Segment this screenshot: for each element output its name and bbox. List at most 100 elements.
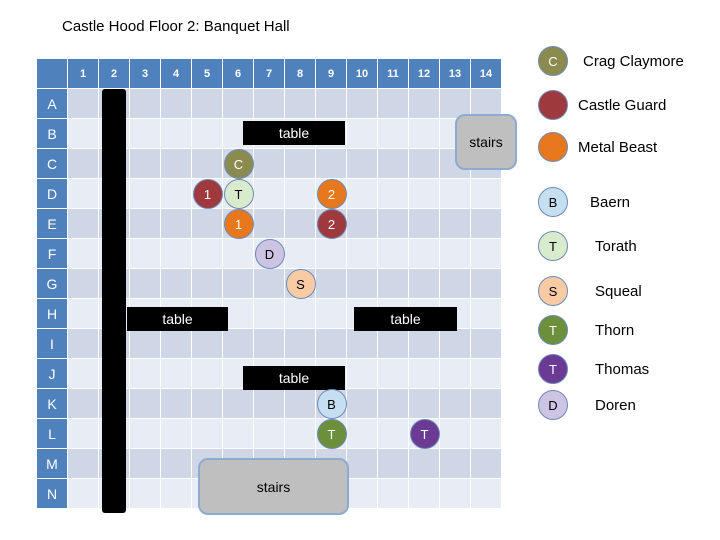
grid-cell[interactable]: [285, 299, 316, 329]
token-castle-guard-2[interactable]: 2: [316, 209, 347, 239]
grid-cell[interactable]: [347, 209, 378, 239]
grid-cell[interactable]: [130, 89, 161, 119]
grid-cell[interactable]: [68, 329, 99, 359]
grid-cell[interactable]: [440, 239, 471, 269]
grid-cell[interactable]: [223, 299, 254, 329]
grid-cell[interactable]: [223, 269, 254, 299]
grid-cell[interactable]: [316, 239, 347, 269]
grid-cell[interactable]: [68, 179, 99, 209]
grid-cell[interactable]: [223, 389, 254, 419]
grid-cell[interactable]: [316, 89, 347, 119]
grid-cell[interactable]: [130, 179, 161, 209]
grid-cell[interactable]: [254, 329, 285, 359]
grid-cell[interactable]: [68, 419, 99, 449]
grid-cell[interactable]: [378, 359, 409, 389]
grid-cell[interactable]: [223, 239, 254, 269]
grid-cell[interactable]: [285, 149, 316, 179]
grid-cell[interactable]: [130, 119, 161, 149]
grid-cell[interactable]: [409, 179, 440, 209]
grid-cell[interactable]: [378, 389, 409, 419]
grid-cell[interactable]: [68, 389, 99, 419]
grid-cell[interactable]: [378, 149, 409, 179]
table-bottom[interactable]: table: [243, 366, 345, 390]
grid-cell[interactable]: [130, 389, 161, 419]
grid-cell[interactable]: [471, 269, 502, 299]
grid-cell[interactable]: [347, 419, 378, 449]
grid-cell[interactable]: [409, 119, 440, 149]
grid-cell[interactable]: [378, 209, 409, 239]
grid-cell[interactable]: [347, 389, 378, 419]
grid-cell[interactable]: [192, 89, 223, 119]
grid-cell[interactable]: [440, 359, 471, 389]
grid-cell[interactable]: [161, 89, 192, 119]
grid-cell[interactable]: [409, 239, 440, 269]
grid-cell[interactable]: [192, 119, 223, 149]
grid-cell[interactable]: [161, 389, 192, 419]
grid-cell[interactable]: [409, 389, 440, 419]
grid-cell[interactable]: [409, 359, 440, 389]
token-metal-beast-2[interactable]: 2: [316, 179, 347, 209]
grid-cell[interactable]: [347, 479, 378, 509]
grid-cell[interactable]: [130, 209, 161, 239]
grid-cell[interactable]: [471, 239, 502, 269]
grid-cell[interactable]: [378, 479, 409, 509]
grid-cell[interactable]: [161, 179, 192, 209]
grid-cell[interactable]: [192, 329, 223, 359]
grid-cell[interactable]: [285, 179, 316, 209]
token-thorn[interactable]: T: [316, 419, 347, 449]
grid-cell[interactable]: [409, 209, 440, 239]
grid-cell[interactable]: [285, 419, 316, 449]
grid-cell[interactable]: [161, 269, 192, 299]
token-torath[interactable]: T: [223, 179, 254, 209]
token-thomas[interactable]: T: [409, 419, 440, 449]
grid-cell[interactable]: [192, 359, 223, 389]
grid-cell[interactable]: [347, 239, 378, 269]
table-top[interactable]: table: [243, 121, 345, 145]
grid-cell[interactable]: [378, 239, 409, 269]
token-crag-claymore[interactable]: C: [223, 149, 254, 179]
grid-cell[interactable]: [161, 149, 192, 179]
grid-cell[interactable]: [471, 209, 502, 239]
grid-cell[interactable]: [161, 209, 192, 239]
grid-cell[interactable]: [471, 479, 502, 509]
grid-cell[interactable]: [347, 449, 378, 479]
grid-cell[interactable]: [378, 119, 409, 149]
grid-cell[interactable]: [285, 209, 316, 239]
token-baern[interactable]: B: [316, 389, 347, 419]
grid-cell[interactable]: [285, 89, 316, 119]
grid-cell[interactable]: [254, 389, 285, 419]
grid-cell[interactable]: [161, 239, 192, 269]
grid-cell[interactable]: [192, 269, 223, 299]
token-castle-guard-1[interactable]: 1: [192, 179, 223, 209]
grid-cell[interactable]: [254, 149, 285, 179]
grid-cell[interactable]: [347, 269, 378, 299]
grid-cell[interactable]: [378, 329, 409, 359]
grid-cell[interactable]: [161, 329, 192, 359]
grid-cell[interactable]: [347, 149, 378, 179]
grid-cell[interactable]: [254, 269, 285, 299]
grid-cell[interactable]: [130, 239, 161, 269]
grid-cell[interactable]: [130, 149, 161, 179]
stairs-top-right[interactable]: stairs: [455, 114, 517, 170]
grid-cell[interactable]: [409, 479, 440, 509]
grid-cell[interactable]: [130, 449, 161, 479]
grid-cell[interactable]: [130, 329, 161, 359]
grid-cell[interactable]: [68, 119, 99, 149]
grid-cell[interactable]: [440, 419, 471, 449]
grid-cell[interactable]: [316, 329, 347, 359]
grid-cell[interactable]: [254, 209, 285, 239]
grid-cell[interactable]: [68, 149, 99, 179]
grid-cell[interactable]: [409, 449, 440, 479]
grid-cell[interactable]: [378, 449, 409, 479]
grid-cell[interactable]: [471, 449, 502, 479]
grid-cell[interactable]: [254, 299, 285, 329]
grid-cell[interactable]: [223, 329, 254, 359]
grid-cell[interactable]: [68, 479, 99, 509]
grid-cell[interactable]: [192, 419, 223, 449]
stairs-bottom[interactable]: stairs: [198, 458, 349, 515]
grid-cell[interactable]: [378, 89, 409, 119]
grid-cell[interactable]: [471, 299, 502, 329]
grid-cell[interactable]: [440, 179, 471, 209]
grid-cell[interactable]: [192, 149, 223, 179]
grid-cell[interactable]: [440, 389, 471, 419]
